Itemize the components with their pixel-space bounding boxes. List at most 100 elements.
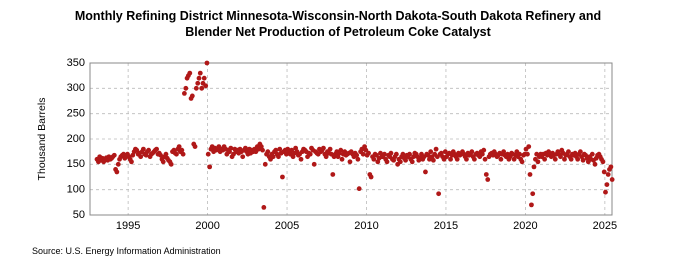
- data-point: [327, 146, 333, 152]
- data-point: [388, 150, 394, 156]
- data-point: [179, 147, 185, 153]
- data-point: [371, 156, 377, 162]
- data-point: [530, 191, 536, 197]
- data-point: [273, 147, 279, 153]
- data-point: [197, 70, 203, 76]
- data-point: [527, 172, 533, 177]
- data-point: [397, 159, 403, 165]
- data-point: [195, 80, 201, 86]
- x-tick-label: 2015: [434, 220, 458, 232]
- data-point: [601, 169, 607, 175]
- y-tick-label: 200: [67, 133, 85, 145]
- x-tick-label: 1995: [116, 220, 140, 232]
- data-point: [307, 151, 313, 157]
- x-tick-label: 2010: [354, 220, 378, 232]
- data-point: [265, 149, 271, 155]
- data-point: [589, 151, 595, 157]
- data-point: [276, 154, 281, 160]
- data-point: [129, 159, 134, 165]
- data-point: [368, 174, 374, 180]
- data-point: [600, 159, 606, 165]
- data-point: [187, 70, 193, 76]
- data-point: [277, 146, 283, 152]
- data-point: [261, 205, 267, 210]
- data-point: [525, 151, 530, 157]
- data-point: [280, 174, 285, 180]
- y-tick-label: 300: [67, 82, 85, 94]
- data-point: [605, 172, 611, 177]
- data-point: [511, 156, 517, 162]
- data-point: [154, 146, 159, 152]
- data-point: [203, 83, 209, 89]
- data-point: [347, 159, 353, 165]
- data-point: [609, 177, 615, 182]
- data-point: [270, 154, 276, 160]
- data-point: [176, 144, 182, 150]
- data-point: [403, 157, 408, 163]
- data-point: [552, 156, 558, 162]
- data-point: [192, 144, 198, 150]
- data-point: [448, 156, 453, 162]
- data-point: [330, 172, 336, 177]
- data-point: [140, 146, 146, 152]
- x-tick-label: 2025: [593, 220, 617, 232]
- data-point: [163, 151, 169, 157]
- data-point: [568, 156, 574, 162]
- data-point: [339, 156, 345, 162]
- data-point: [577, 149, 583, 155]
- data-point: [407, 151, 412, 157]
- data-point: [430, 157, 436, 163]
- data-point: [183, 85, 189, 91]
- data-point: [199, 85, 205, 91]
- data-point: [433, 146, 439, 152]
- data-point: [409, 159, 415, 165]
- y-tick-label: 100: [67, 184, 85, 196]
- data-point: [436, 191, 442, 197]
- data-point: [558, 154, 563, 160]
- y-tick-label: 150: [67, 158, 85, 170]
- data-points: [94, 60, 615, 210]
- data-point: [542, 156, 548, 162]
- data-point: [321, 145, 326, 151]
- data-point: [464, 156, 469, 162]
- data-point: [114, 169, 120, 175]
- x-tick-label: 2000: [195, 220, 219, 232]
- data-point: [529, 202, 534, 208]
- data-point: [355, 156, 361, 162]
- data-point: [158, 152, 163, 158]
- data-point: [535, 159, 541, 165]
- data-point: [262, 161, 268, 167]
- data-point: [160, 159, 166, 165]
- data-point: [189, 93, 195, 99]
- data-point: [168, 161, 174, 167]
- data-point: [592, 161, 598, 167]
- data-point: [146, 147, 152, 153]
- data-point: [519, 159, 525, 165]
- data-point: [196, 75, 202, 81]
- data-point: [428, 149, 434, 155]
- plot-frame: [89, 62, 613, 216]
- data-point: [608, 164, 614, 170]
- data-point: [498, 156, 504, 162]
- data-point: [400, 151, 406, 157]
- data-point: [382, 151, 387, 157]
- y-axis-label: Thousand Barrels: [36, 98, 48, 181]
- data-point: [204, 60, 210, 66]
- data-point: [207, 164, 213, 170]
- data-point: [526, 144, 532, 150]
- data-point: [469, 149, 475, 155]
- data-point: [604, 182, 610, 188]
- y-tick-label: 50: [73, 209, 85, 221]
- data-point: [181, 91, 187, 96]
- data-point: [483, 172, 489, 177]
- data-point: [360, 151, 366, 157]
- data-point: [393, 151, 399, 157]
- data-point: [481, 147, 487, 153]
- data-point: [366, 150, 371, 156]
- data-point: [205, 151, 211, 157]
- data-point: [425, 152, 431, 158]
- data-point: [531, 164, 537, 170]
- data-point: [338, 147, 344, 153]
